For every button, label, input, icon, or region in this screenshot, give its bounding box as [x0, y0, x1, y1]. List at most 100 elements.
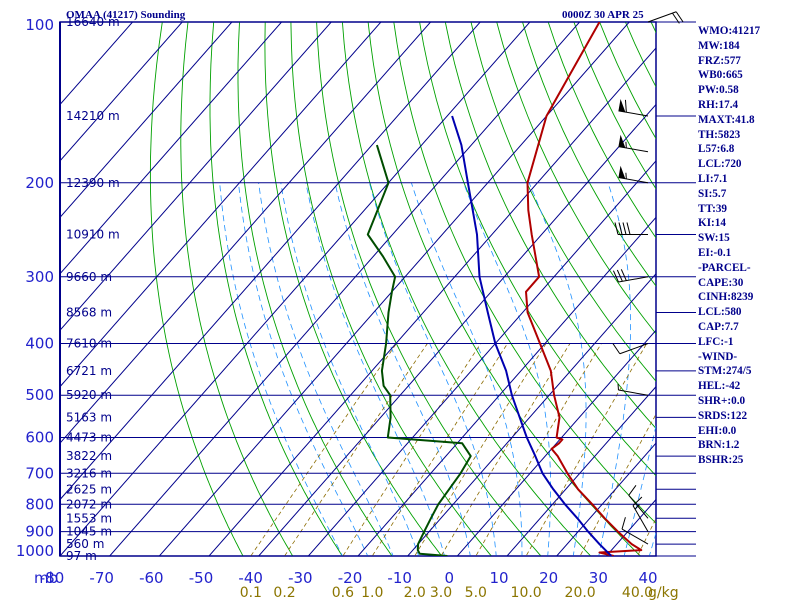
dry-adiabat: [470, 22, 656, 382]
index-item: WMO:41217: [698, 25, 761, 37]
height-label: 5920 m: [66, 388, 112, 402]
temperature-tick-label: -80: [40, 569, 65, 587]
barb-staff: [632, 505, 649, 532]
mixing-ratio-label: 5.0: [465, 585, 487, 600]
index-item: EHI:0.0: [698, 424, 737, 437]
index-item: BSHR:25: [698, 454, 744, 467]
barb-full: [626, 222, 631, 235]
index-item: HEL:-42: [698, 380, 741, 393]
moist-adiabat: [598, 182, 631, 556]
index-item: RH:17.4: [698, 98, 739, 111]
valid-time: 0000Z 30 APR 25: [562, 9, 644, 21]
moist-adiabat: [219, 182, 343, 556]
index-item: FRZ:577: [698, 54, 741, 67]
mixing-ratio-label: 10.0: [511, 585, 542, 600]
index-item: BRN:1.2: [698, 439, 740, 452]
index-item: LCL:580: [698, 306, 742, 319]
height-label: 2625 m: [66, 482, 112, 496]
index-item: CINH:8239: [698, 291, 754, 304]
dewpoint-trace: [366, 144, 472, 556]
height-label: 4473 m: [66, 431, 112, 445]
mixing-ratio-line: [475, 343, 602, 556]
temperature-tick-label: -70: [89, 569, 114, 587]
wind-barb: [618, 99, 649, 117]
barb-staff: [619, 343, 649, 355]
index-item: TT:39: [698, 202, 728, 215]
barb-full: [622, 222, 627, 235]
isotherm: [60, 22, 382, 388]
moist-adiabats: [219, 182, 656, 556]
wind-barb: [612, 269, 649, 283]
moist-adiabat: [648, 531, 656, 556]
wind-barb: [632, 496, 649, 532]
barb-half: [634, 504, 640, 510]
wind-barb: [618, 134, 649, 153]
wind-barb: [614, 222, 648, 235]
temperature-tick-label: -20: [338, 569, 363, 587]
barb-staff: [618, 389, 649, 396]
isotherm: [307, 160, 656, 556]
barb-flag: [618, 134, 626, 148]
index-item: LFC:-1: [698, 335, 734, 348]
height-label: 14210 m: [66, 109, 120, 123]
mixing-ratio-line: [525, 343, 648, 556]
mixing-ratio-label: 0.2: [273, 585, 295, 600]
isotherm: [60, 22, 531, 556]
temperature-trace: [525, 22, 643, 556]
dry-adiabat: [573, 22, 656, 190]
height-label: 3216 m: [66, 466, 112, 480]
moist-adiabat: [623, 424, 656, 556]
mixing-ratio-line: [342, 343, 482, 556]
wind-barb: [628, 485, 649, 519]
index-item: STM:274/5: [698, 365, 752, 378]
isotherm: [357, 216, 656, 556]
index-item: CAPE:30: [698, 276, 744, 289]
height-label: 560 m: [66, 537, 104, 551]
dry-adiabat: [522, 22, 656, 287]
barb-flag: [618, 99, 626, 113]
mixing-ratio-lines: [250, 343, 656, 556]
index-item: TH:5823: [698, 128, 741, 141]
moist-adiabat: [280, 182, 420, 556]
temperature-tick-label: 20: [539, 569, 558, 587]
temperature-tick-label: -40: [238, 569, 263, 587]
barb-full: [675, 11, 684, 23]
isotherm: [60, 22, 233, 219]
mixing-ratio-line: [414, 343, 547, 556]
temperature-tick-label: 30: [589, 569, 608, 587]
dry-adiabat: [209, 22, 343, 556]
height-label: 16640 m: [66, 15, 120, 29]
dry-adiabat: [237, 22, 393, 556]
wind-barb: [621, 517, 649, 545]
moist-adiabat: [238, 182, 369, 556]
mixing-ratio-line: [579, 413, 656, 556]
mixing-ratio-label: 0.6: [332, 585, 354, 600]
index-item: PW:0.58: [698, 84, 739, 97]
height-label: 7610 m: [66, 337, 112, 351]
barb-staff: [618, 110, 649, 117]
dry-adiabat: [316, 22, 542, 556]
pressure-tick-label: 200: [25, 174, 54, 192]
dry-adiabat: [547, 22, 656, 239]
pressure-tick-label: 600: [25, 429, 54, 447]
dry-adiabat: [496, 22, 656, 335]
barb-flag: [618, 165, 626, 179]
barb-full: [620, 269, 627, 281]
barb-full: [614, 222, 619, 235]
index-item: MW:184: [698, 39, 740, 52]
dry-adiabat: [290, 22, 492, 556]
temperature-tick-label: 40: [638, 569, 657, 587]
mixing-ratio-label: 3.0: [430, 585, 452, 600]
mixing-ratio-label: 20.0: [565, 585, 596, 600]
mixing-ratio-unit: g/kg: [648, 585, 679, 600]
isotherm: [506, 385, 656, 556]
pressure-tick-label: 100: [25, 16, 54, 34]
barb-full: [616, 269, 623, 282]
stability-indices: WMO:41217 MW:184 FRZ:577 WB0:665 PW:0.58 RH:1…: [698, 24, 760, 468]
isotherm: [407, 273, 656, 556]
index-item: LCL:720: [698, 158, 742, 171]
moist-adiabat: [411, 182, 523, 556]
pressure-tick-label: 800: [25, 495, 54, 513]
barb-staff: [647, 11, 677, 23]
